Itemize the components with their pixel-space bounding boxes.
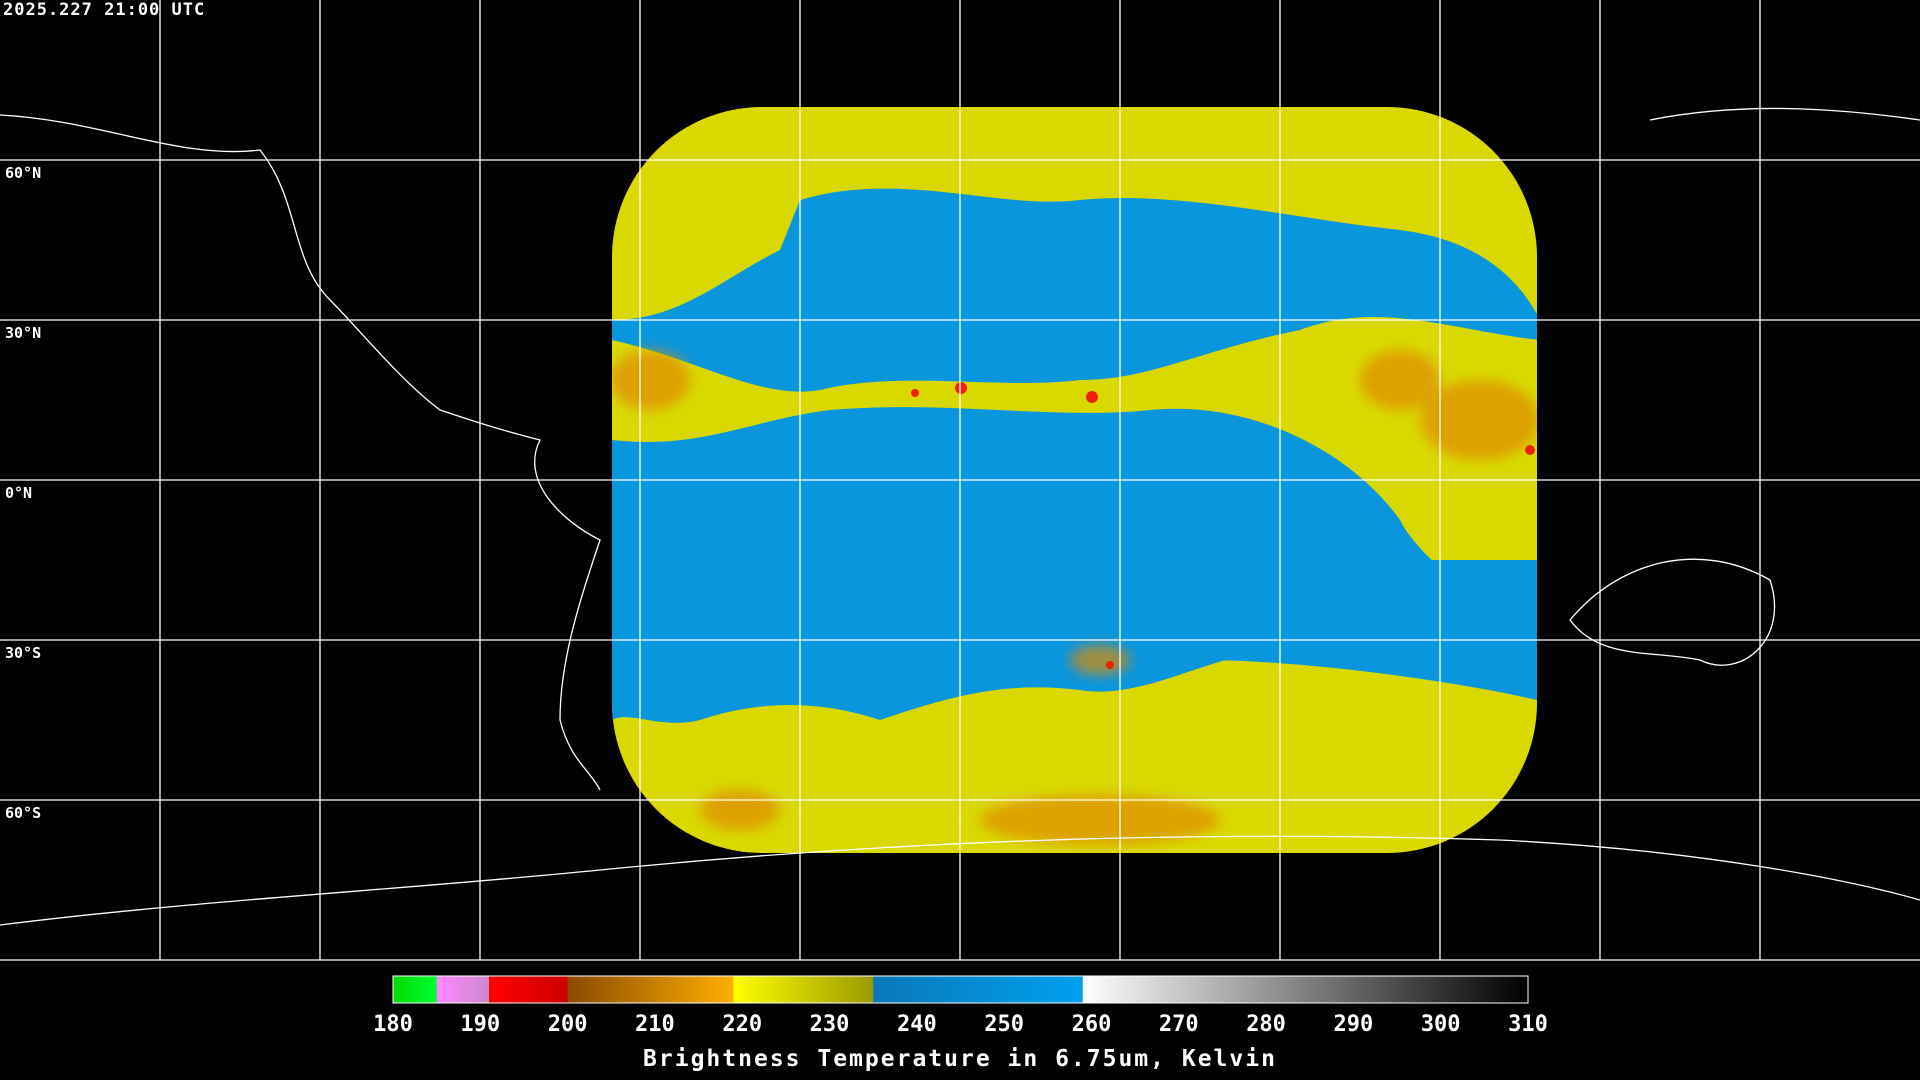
colorbar-segment [733, 976, 874, 1003]
colorbar-tick-label: 240 [896, 1012, 937, 1037]
colorbar-tick-label: 250 [984, 1012, 1025, 1037]
deep-convection [911, 382, 1535, 669]
colorbar-segment [393, 976, 438, 1003]
lat-label-60s: 60°S [5, 804, 42, 822]
colorbar-segment [489, 976, 569, 1003]
lat-lon-grid [0, 0, 1920, 961]
colorbar-segment [567, 976, 734, 1003]
colorbar-segment [1082, 976, 1529, 1003]
coastlines [0, 107, 1920, 926]
colorbar-tick-label: 280 [1246, 1012, 1286, 1037]
cold-cloud-tops [612, 350, 1537, 845]
lat-label-0n: 0°N [5, 484, 33, 502]
colorbar [393, 976, 1529, 1003]
lat-label-30n: 30°N [5, 324, 42, 342]
colorbar-tick-label: 230 [809, 1012, 850, 1037]
colorbar-frame [392, 975, 1529, 1004]
colorbar-tick-label: 270 [1158, 1012, 1199, 1037]
colorbar-tick-label: 210 [635, 1012, 675, 1037]
colorbar-tick-label: 310 [1508, 1012, 1548, 1037]
colorbar-title: Brightness Temperature in 6.75um, Kelvin [643, 1046, 1277, 1072]
colorbar-tick-label: 300 [1420, 1012, 1461, 1037]
colorbar-tick-label: 260 [1071, 1012, 1112, 1037]
colorbar-tick-label: 180 [373, 1012, 413, 1037]
timestamp: 2025.227 21:00 UTC [3, 0, 206, 20]
colorbar-segment [436, 976, 490, 1003]
colorbar-segment [873, 976, 1084, 1003]
lat-label-30s: 30°S [5, 644, 42, 662]
lat-label-60n: 60°N [5, 164, 42, 182]
colorbar-tick-label: 220 [722, 1012, 763, 1037]
colorbar-tick-label: 290 [1333, 1012, 1374, 1037]
colorbar-tick-label: 190 [460, 1012, 501, 1037]
colorbar-tick-label: 200 [547, 1012, 588, 1037]
